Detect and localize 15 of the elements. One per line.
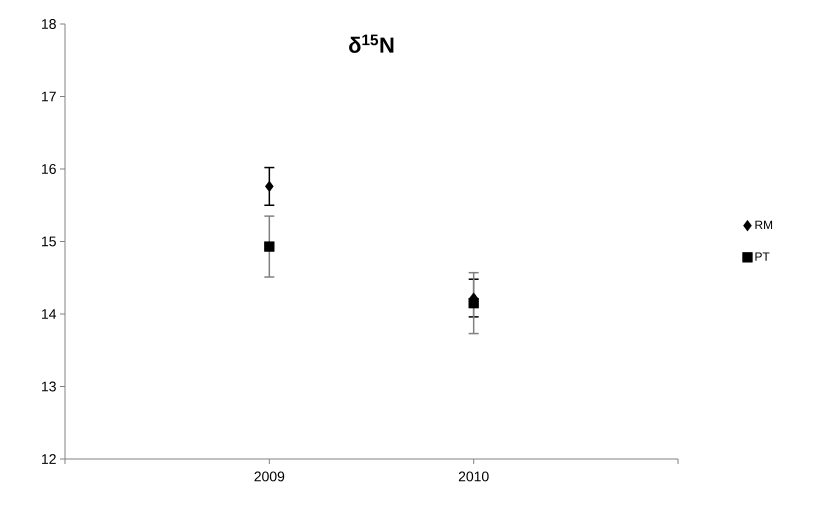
point: [264, 241, 275, 252]
y-tick-label: 15: [42, 236, 56, 246]
y-tick-label: 14: [42, 309, 56, 319]
point: [468, 298, 479, 308]
point: [265, 180, 274, 192]
x-tick-label: 2010: [458, 472, 489, 482]
y-tick-label: 12: [42, 454, 56, 464]
y-tick-label: 18: [42, 19, 56, 29]
y-tick-label: 17: [42, 92, 56, 102]
y-tick-label: 13: [42, 382, 56, 392]
chart-title: δ$^{15}$N: [349, 34, 394, 53]
legend-label: PT: [755, 252, 770, 261]
x-tick-label: 2009: [254, 472, 284, 482]
legend-label: RM: [755, 220, 772, 230]
y-tick-label: 16: [42, 164, 56, 174]
